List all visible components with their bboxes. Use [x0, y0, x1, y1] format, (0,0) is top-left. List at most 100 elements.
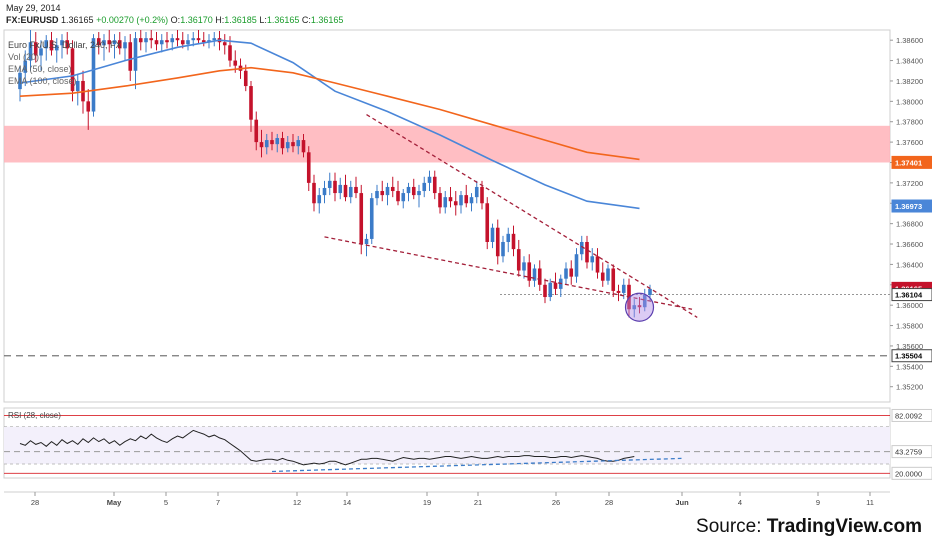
candle-body	[222, 42, 227, 46]
price-axis-badge	[891, 288, 932, 302]
candle-body	[417, 191, 421, 196]
candle-body	[201, 40, 206, 43]
candle-body	[495, 227, 500, 257]
candle-body	[39, 48, 43, 56]
candle-body	[275, 138, 280, 145]
candle-body	[590, 256, 595, 263]
candle-body	[91, 38, 96, 112]
candle-body	[228, 45, 232, 61]
candle-body	[642, 294, 647, 308]
candle-body	[543, 284, 547, 298]
candle-body	[23, 60, 28, 73]
price-axis-badge-label: 1.36104	[895, 291, 923, 300]
candle-body	[411, 186, 416, 196]
candle-body	[175, 38, 180, 41]
rsi-axis-badge	[891, 445, 932, 459]
candle-body	[165, 40, 169, 43]
candle-body	[359, 193, 364, 245]
candle-body	[611, 268, 616, 291]
candle-body	[170, 38, 175, 43]
ema-50-line	[19, 39, 640, 210]
source-brand: TradingView.com	[766, 516, 922, 537]
candle-body	[501, 241, 505, 257]
candle-body	[18, 72, 22, 90]
price-panel	[3, 29, 891, 403]
time-tick-label: May	[107, 498, 122, 507]
candle-body	[364, 238, 369, 245]
candle-body	[595, 256, 600, 273]
candle-body	[553, 282, 558, 289]
ohlc-close-value: 1.36165	[310, 15, 344, 25]
candle-body	[54, 45, 59, 51]
candle-body	[564, 268, 568, 279]
candle-body	[49, 40, 54, 51]
candle-body	[128, 42, 133, 71]
candle-body	[123, 42, 127, 49]
candle-body	[354, 186, 358, 194]
price-tick-label: 1.38000	[896, 97, 923, 106]
candle-body	[390, 186, 395, 192]
candle-body	[327, 180, 332, 188]
candle-body	[464, 195, 469, 204]
time-tick-label: 11	[866, 498, 874, 507]
price-tick-label: 1.38400	[896, 57, 923, 66]
ema-100-line	[19, 66, 640, 161]
price-tick-label: 1.37800	[896, 118, 923, 127]
candle-body	[117, 40, 122, 49]
candle-body	[180, 40, 185, 45]
ohlc-high-label: H:	[215, 15, 225, 25]
time-tick-label: 21	[474, 498, 482, 507]
candle-body	[86, 101, 91, 112]
time-tick-label: 26	[552, 498, 560, 507]
candle-body	[537, 268, 542, 285]
wedge-upper-trendline	[366, 114, 698, 318]
time-tick-label: 7	[216, 498, 220, 507]
ohlc-open-label: O:	[170, 15, 181, 25]
candle-body	[532, 268, 537, 281]
rsi-line	[19, 429, 635, 466]
candle-body	[291, 142, 295, 147]
legend-ema-100: EMA (100, close)	[8, 76, 77, 86]
candle-body	[270, 140, 274, 145]
candle-body	[459, 195, 463, 206]
price-tick-label: 1.36000	[896, 301, 923, 310]
highlight-circle	[624, 292, 655, 322]
symbol: FX:EURUSD	[6, 15, 59, 25]
price-axis-badge	[891, 349, 932, 363]
candle-body	[144, 38, 148, 43]
time-tick-label: 12	[293, 498, 301, 507]
resistance-zone	[4, 125, 890, 163]
price-axis-badge	[891, 199, 932, 213]
ohlc-close-label: C:	[301, 15, 311, 25]
candle-body	[632, 305, 637, 310]
ohlc-open-value: 1.36170	[180, 15, 213, 25]
candle-body	[70, 48, 75, 92]
candle-body	[385, 186, 390, 196]
candle-body	[107, 40, 112, 45]
candle-body	[296, 140, 301, 147]
candle-body	[343, 184, 348, 198]
price-axis-badge-label: 1.37401	[895, 158, 922, 167]
candle-body	[616, 290, 621, 293]
candle-body	[243, 70, 248, 87]
candle-body	[285, 142, 290, 149]
price-tick-label: 1.38600	[896, 36, 923, 45]
candle-body	[453, 201, 458, 206]
candle-body	[138, 38, 143, 43]
candle-body	[322, 187, 327, 196]
time-tick-label: 28	[31, 498, 39, 507]
candle-body	[96, 38, 101, 46]
rsi-divergence-line	[271, 457, 682, 473]
rsi-axis-badge	[891, 466, 932, 480]
candle-body	[432, 176, 437, 194]
candle-body	[427, 176, 432, 183]
rsi-title: RSI (28, close)	[8, 411, 61, 420]
price-tick-label: 1.35200	[896, 383, 923, 392]
time-tick-label: 14	[343, 498, 351, 507]
candle-body	[443, 197, 448, 208]
candle-body	[154, 40, 159, 45]
candle-body	[28, 42, 33, 61]
source-credit: Source: TradingView.com	[696, 516, 922, 538]
time-tick-label: Jun	[675, 498, 689, 507]
